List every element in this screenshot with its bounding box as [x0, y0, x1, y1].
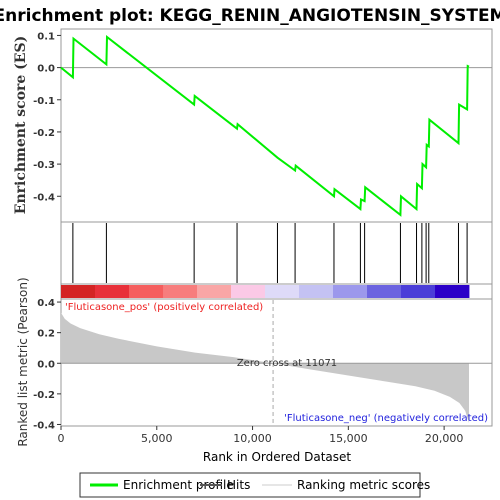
x-tick-label: 10,000	[233, 432, 272, 445]
metric-y-tick-label: -0.2	[33, 390, 55, 401]
heatmap-segment	[163, 285, 198, 298]
legend-label: Hits	[227, 478, 250, 492]
chart-title: Enrichment plot: KEGG_RENIN_ANGIOTENSIN_…	[0, 6, 500, 26]
negative-label: 'Fluticasone_neg' (negatively correlated…	[284, 413, 488, 424]
metric-y-tick-label: 0.4	[37, 298, 55, 309]
heatmap-segment	[61, 285, 96, 298]
legend-label: Ranking metric scores	[297, 478, 430, 492]
es-axis-label: Enrichment score (ES)	[13, 36, 29, 214]
enrichment-profile-line	[60, 34, 470, 217]
es-y-tick-label: -0.2	[33, 128, 55, 139]
heatmap-segment	[95, 285, 130, 298]
legend-label: Enrichment profile	[123, 478, 234, 492]
heatmap-segment	[265, 285, 300, 298]
heatmap-segment	[333, 285, 368, 298]
heatmap-segment	[231, 285, 266, 298]
es-y-tick-label: 0.0	[37, 64, 55, 75]
zero-cross-label: Zero cross at 11071	[237, 358, 337, 369]
metric-y-tick-label: 0.0	[37, 359, 55, 370]
heatmap-segment	[401, 285, 436, 298]
heatmap-segment	[129, 285, 164, 298]
metric-y-tick-label: 0.2	[37, 329, 55, 340]
heatmap-segment	[197, 285, 232, 298]
legend-box	[79, 472, 421, 498]
metric-axis-label: Ranked list metric (Pearson)	[16, 277, 30, 446]
ranking-metric-area	[61, 312, 469, 423]
x-tick-label: 20,000	[425, 432, 464, 445]
heatmap-segment	[367, 285, 402, 298]
metric-y-tick-label: -0.4	[33, 420, 55, 431]
x-tick-label: 5,000	[141, 432, 173, 445]
heatmap-segment	[299, 285, 334, 298]
es-panel-frame	[60, 28, 493, 223]
es-y-tick-label: 0.1	[37, 31, 55, 42]
hits-panel-frame	[60, 221, 493, 285]
x-tick-label: 0	[58, 432, 65, 445]
x-tick-label: 15,000	[329, 432, 368, 445]
es-y-tick-label: -0.4	[33, 192, 55, 203]
positive-label: 'Fluticasone_pos' (positively correlated…	[65, 302, 263, 313]
heatmap-segment	[435, 285, 470, 298]
x-axis-label: Rank in Ordered Dataset	[203, 450, 351, 464]
es-y-tick-label: -0.1	[33, 96, 55, 107]
es-y-tick-label: -0.3	[33, 160, 55, 171]
